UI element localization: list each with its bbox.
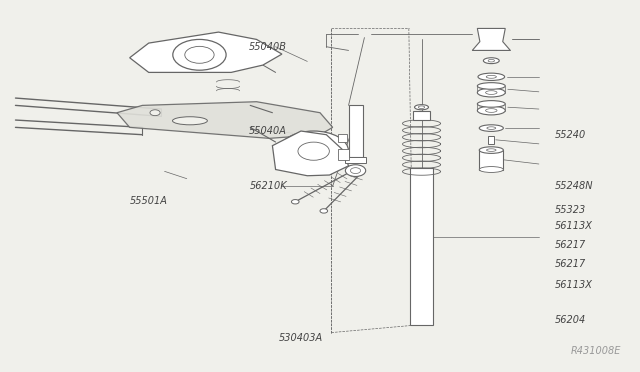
Circle shape — [298, 142, 330, 160]
Bar — [338, 134, 348, 142]
Ellipse shape — [479, 167, 503, 173]
Text: 55240: 55240 — [555, 130, 586, 140]
Ellipse shape — [483, 58, 499, 64]
Bar — [488, 136, 495, 144]
Ellipse shape — [488, 60, 495, 62]
Text: 56113X: 56113X — [555, 221, 593, 231]
Ellipse shape — [479, 125, 503, 131]
Bar — [410, 168, 433, 325]
Text: 55040A: 55040A — [249, 126, 287, 136]
Ellipse shape — [479, 147, 503, 153]
Ellipse shape — [486, 109, 497, 112]
Text: 56113X: 56113X — [555, 280, 593, 290]
Circle shape — [291, 199, 299, 204]
Circle shape — [346, 165, 365, 176]
Ellipse shape — [487, 127, 496, 129]
Polygon shape — [472, 28, 510, 51]
Ellipse shape — [478, 73, 504, 80]
Text: 55323: 55323 — [555, 205, 586, 215]
Polygon shape — [117, 102, 333, 138]
Ellipse shape — [477, 88, 505, 97]
Circle shape — [279, 131, 349, 171]
Ellipse shape — [415, 105, 429, 110]
Bar — [349, 105, 362, 157]
Circle shape — [150, 110, 160, 116]
Polygon shape — [130, 32, 282, 73]
Text: 55248N: 55248N — [555, 181, 593, 191]
Text: 530403A: 530403A — [279, 333, 323, 343]
Polygon shape — [273, 131, 349, 176]
Circle shape — [185, 46, 214, 63]
Text: 56217: 56217 — [555, 240, 586, 250]
Ellipse shape — [477, 83, 505, 89]
Ellipse shape — [486, 149, 496, 151]
Ellipse shape — [173, 117, 207, 125]
Bar — [479, 150, 503, 170]
Bar — [413, 111, 430, 120]
Circle shape — [351, 168, 360, 174]
Text: 55040B: 55040B — [249, 42, 287, 52]
Circle shape — [320, 209, 328, 213]
Text: 56204: 56204 — [555, 315, 586, 325]
Text: 56210K: 56210K — [250, 181, 288, 191]
Bar — [338, 149, 349, 160]
Ellipse shape — [419, 106, 425, 109]
Text: 55501A: 55501A — [130, 196, 168, 206]
Circle shape — [173, 39, 226, 70]
Ellipse shape — [486, 76, 497, 78]
Bar — [346, 157, 365, 163]
Ellipse shape — [486, 91, 497, 94]
Text: 56217: 56217 — [555, 259, 586, 269]
Text: R431008E: R431008E — [571, 346, 621, 356]
Ellipse shape — [477, 100, 505, 107]
Ellipse shape — [477, 106, 505, 115]
